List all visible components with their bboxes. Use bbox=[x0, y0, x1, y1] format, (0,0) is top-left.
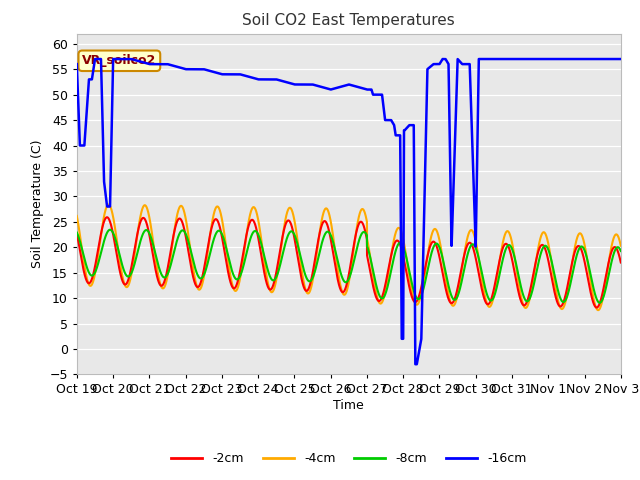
X-axis label: Time: Time bbox=[333, 399, 364, 412]
Legend: -2cm, -4cm, -8cm, -16cm: -2cm, -4cm, -8cm, -16cm bbox=[166, 447, 531, 470]
Title: Soil CO2 East Temperatures: Soil CO2 East Temperatures bbox=[243, 13, 455, 28]
Text: VR_soilco2: VR_soilco2 bbox=[82, 54, 157, 67]
Y-axis label: Soil Temperature (C): Soil Temperature (C) bbox=[31, 140, 44, 268]
